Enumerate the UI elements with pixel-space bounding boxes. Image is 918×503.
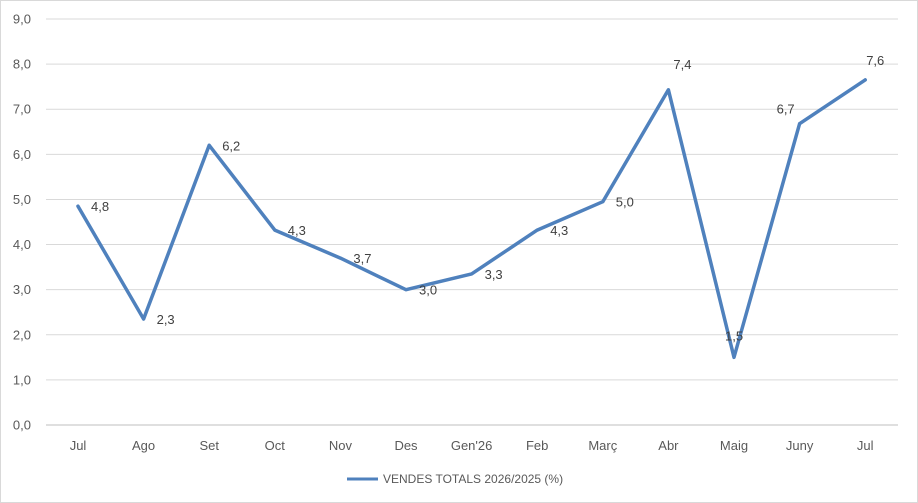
data-label: 3,0 [419, 283, 437, 298]
data-label: 6,2 [222, 138, 240, 153]
data-point [273, 228, 277, 232]
data-label: 7,6 [866, 53, 884, 68]
x-tick-label: Ago [132, 438, 155, 453]
data-label: 5,0 [616, 195, 634, 210]
y-tick-label: 4,0 [13, 237, 31, 252]
data-label: 4,3 [550, 223, 568, 238]
data-point [601, 200, 605, 204]
series-line [76, 78, 867, 360]
data-point [338, 256, 342, 260]
data-label: 3,3 [485, 267, 503, 282]
y-tick-label: 8,0 [13, 57, 31, 72]
data-point [404, 288, 408, 292]
data-point [470, 272, 474, 276]
x-tick-label: Abr [658, 438, 679, 453]
series-group [76, 78, 867, 360]
data-point [207, 143, 211, 147]
data-label: 4,3 [288, 223, 306, 238]
y-tick-label: 6,0 [13, 147, 31, 162]
x-axis-ticks: Jul Ago Set Oct Nov Des Gen'26 Feb Març Abr Maig Ju… [70, 438, 874, 453]
x-tick-label: Des [394, 438, 418, 453]
x-tick-label: Nov [329, 438, 353, 453]
data-labels: 4,8 2,3 6,2 4,3 3,7 3,0 3,3 4,3 5,0 7,4 1,5 6,7 7,6 [91, 53, 884, 343]
x-tick-label: Juny [786, 438, 814, 453]
x-tick-label: Jul [70, 438, 87, 453]
y-tick-label: 2,0 [13, 327, 31, 342]
data-label: 7,4 [673, 57, 691, 72]
x-tick-label: Gen'26 [451, 438, 493, 453]
legend-label: VENDES TOTALS 2026/2025 (%) [383, 472, 563, 486]
x-tick-label: Maig [720, 438, 748, 453]
data-point [535, 228, 539, 232]
y-tick-label: 3,0 [13, 282, 31, 297]
x-tick-label: Set [199, 438, 219, 453]
data-label: 4,8 [91, 199, 109, 214]
x-tick-label: Feb [526, 438, 548, 453]
data-point [142, 317, 146, 321]
data-label: 2,3 [157, 312, 175, 327]
data-point [732, 355, 736, 359]
y-axis-ticks: 0,0 1,0 2,0 3,0 4,0 5,0 6,0 7,0 8,0 9,0 [13, 12, 31, 433]
data-point [863, 78, 867, 82]
x-tick-label: Oct [265, 438, 286, 453]
x-tick-label: Març [588, 438, 617, 453]
legend: VENDES TOTALS 2026/2025 (%) [347, 472, 563, 486]
x-tick-label: Jul [857, 438, 874, 453]
data-label: 1,5 [725, 328, 743, 343]
y-tick-label: 9,0 [13, 12, 31, 27]
data-label: 3,7 [353, 251, 371, 266]
data-point [798, 122, 802, 126]
data-label: 6,7 [777, 102, 795, 117]
y-tick-label: 5,0 [13, 192, 31, 207]
gridlines [46, 18, 898, 426]
y-tick-label: 7,0 [13, 102, 31, 117]
y-tick-label: 1,0 [13, 372, 31, 387]
y-tick-label: 0,0 [13, 418, 31, 433]
data-point [666, 88, 670, 92]
data-point [76, 204, 80, 208]
